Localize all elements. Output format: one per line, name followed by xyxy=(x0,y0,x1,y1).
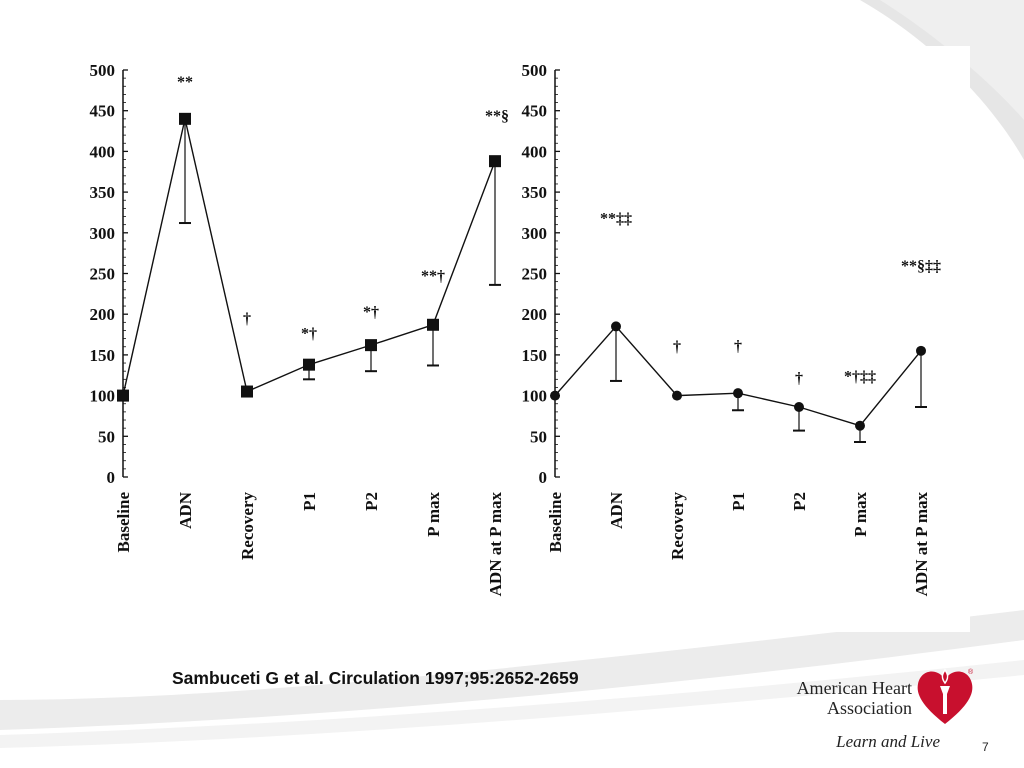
chart1-data-point xyxy=(489,155,501,168)
chart2-data-point xyxy=(672,390,682,401)
chart2-data-point xyxy=(611,321,621,332)
chart2-data-point xyxy=(550,390,560,401)
chart1-x-category-label: P1 xyxy=(300,492,319,511)
chart1-x-category-label: ADN at P max xyxy=(486,492,505,597)
chart1-y-tick-label: 150 xyxy=(90,346,116,365)
chart1-y-tick-label: 200 xyxy=(90,305,116,324)
chart1-x-category-label: P max xyxy=(424,492,443,537)
chart1-y-tick-label: 300 xyxy=(90,224,116,243)
chart1-y-tick-label: 500 xyxy=(90,61,116,80)
chart2-y-tick-label: 300 xyxy=(522,224,548,243)
chart1-data-point xyxy=(365,339,377,352)
chart1-series-line xyxy=(122,118,496,396)
chart2-significance-label: *†‡‡ xyxy=(844,369,876,386)
chart2-y-tick-label: 400 xyxy=(522,142,548,161)
chart1-y-tick-label: 100 xyxy=(90,387,116,406)
chart1-data-point xyxy=(241,385,253,398)
chart2-significance-label: **‡‡ xyxy=(600,210,632,227)
chart2-y-tick-label: 350 xyxy=(522,183,548,202)
chart1-data-point xyxy=(427,318,439,331)
chart1-y-tick-label: 350 xyxy=(90,183,116,202)
chart2-x-category-label: P2 xyxy=(790,492,809,511)
chart2-significance-label: **§‡‡ xyxy=(901,258,941,275)
chart1-significance-label: **† xyxy=(421,268,445,285)
chart1-x-category-label: Recovery xyxy=(238,492,257,560)
top-right-swoosh-light xyxy=(840,0,1024,120)
chart2-y-tick-label: 500 xyxy=(522,61,548,80)
organization-name-line2: Association xyxy=(827,698,912,718)
chart1-significance-label: *† xyxy=(363,304,379,321)
chart2-significance-label: † xyxy=(673,339,681,356)
tagline: Learn and Live xyxy=(836,732,940,751)
chart1-x-category-label: P2 xyxy=(362,492,381,511)
chart1-data-point xyxy=(179,112,191,125)
chart1-y-tick-label: 50 xyxy=(98,427,115,446)
chart1-x-category-label: ADN xyxy=(176,491,195,529)
chart1-data-point xyxy=(303,358,315,371)
chart1-significance-label: *† xyxy=(301,326,317,343)
chart1-significance-label: **§ xyxy=(485,108,509,125)
registered-mark: ® xyxy=(968,668,974,676)
chart2-x-category-label: P1 xyxy=(729,492,748,511)
right-chart: 0 50 100 150 200 250 300 350 400 450 500 **‡‡ † † † *†‡… xyxy=(522,61,942,596)
chart2-y-tick-label: 100 xyxy=(522,387,548,406)
chart2-y-tick-label: 450 xyxy=(522,102,548,121)
chart2-y-tick-label: 0 xyxy=(539,468,548,487)
organization-name: American Heart Association xyxy=(766,678,912,718)
chart1-significance-label: ** xyxy=(177,74,193,91)
chart2-x-category-label: Recovery xyxy=(668,492,687,560)
chart2-data-point xyxy=(855,420,865,431)
chart1-data-point xyxy=(117,389,129,402)
page-number: 7 xyxy=(982,740,989,754)
chart2-data-point xyxy=(916,345,926,356)
chart2-data-point xyxy=(733,388,743,399)
chart1-y-tick-label: 0 xyxy=(107,468,116,487)
chart1-y-tick-label: 400 xyxy=(90,142,116,161)
chart1-x-category-label: Baseline xyxy=(114,492,133,553)
chart2-y-tick-label: 50 xyxy=(530,427,547,446)
chart2-y-tick-label: 150 xyxy=(522,346,548,365)
figure-panel: 0 50 100 150 200 250 300 350 400 450 500 ** † *† *† **†… xyxy=(62,46,970,632)
chart1-y-tick-label: 450 xyxy=(90,102,116,121)
chart1-significance-label: † xyxy=(243,311,251,328)
left-chart: 050100150200250300350400450500**†*†*†**†… xyxy=(90,61,510,596)
chart1-y-tick-label: 250 xyxy=(90,265,116,284)
chart2-x-category-label: P max xyxy=(851,492,870,537)
chart2-y-tick-label: 200 xyxy=(522,305,548,324)
bottom-swoosh xyxy=(0,610,1024,730)
heart-torch-logo-icon: ® xyxy=(917,668,974,724)
chart2-x-category-label: ADN xyxy=(607,491,626,529)
chart2-y-tick-label: 250 xyxy=(522,265,548,284)
chart2-x-category-label: Baseline xyxy=(546,492,565,553)
citation-text: Sambuceti G et al. Circulation 1997;95:2… xyxy=(172,668,579,688)
chart2-data-point xyxy=(794,401,804,412)
chart2-significance-label: † xyxy=(795,370,803,387)
charts-svg: 050100150200250300350400450500**†*†*†**†… xyxy=(90,61,942,596)
organization-name-line1: American Heart xyxy=(796,678,912,698)
bottom-swoosh-light xyxy=(0,660,1024,748)
chart2-significance-label: † xyxy=(734,338,742,355)
chart2-x-category-label: ADN at P max xyxy=(912,492,931,597)
